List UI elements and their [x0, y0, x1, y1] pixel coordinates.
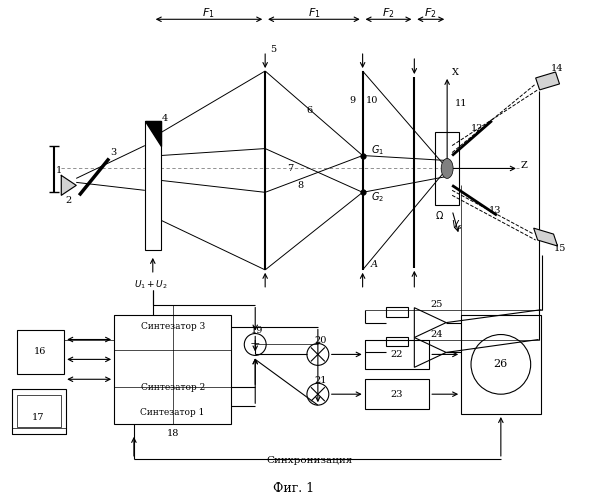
Text: 17: 17: [32, 412, 45, 422]
Text: 15: 15: [553, 244, 565, 252]
Text: X: X: [452, 68, 459, 78]
Text: $F_1$: $F_1$: [307, 6, 320, 20]
Bar: [461, 314, 541, 414]
Text: Синтезатор 2: Синтезатор 2: [141, 382, 205, 392]
Bar: [386, 306, 408, 316]
Text: $F_2$: $F_2$: [424, 6, 436, 20]
Bar: [16, 395, 61, 427]
Text: 11: 11: [455, 100, 467, 108]
Text: 14: 14: [551, 64, 564, 72]
Ellipse shape: [441, 158, 453, 178]
Polygon shape: [145, 120, 161, 146]
Text: $\Omega$: $\Omega$: [435, 209, 444, 221]
Text: 26: 26: [494, 360, 508, 370]
Text: $G_2$: $G_2$: [370, 190, 383, 204]
Text: Синтезатор 1: Синтезатор 1: [141, 408, 205, 416]
Text: $U_1+U_2$: $U_1+U_2$: [134, 278, 168, 291]
Text: 5: 5: [270, 44, 276, 54]
Text: 3: 3: [110, 148, 116, 157]
Text: +: +: [250, 338, 260, 351]
Bar: [365, 380, 429, 409]
Bar: [386, 336, 408, 346]
Text: 18: 18: [167, 430, 179, 438]
Bar: [435, 132, 459, 205]
Text: 13: 13: [489, 206, 501, 214]
Bar: [12, 389, 67, 434]
Text: 24: 24: [430, 330, 442, 339]
Text: 6: 6: [307, 106, 313, 116]
Text: $G_1$: $G_1$: [370, 144, 384, 158]
Text: Фиг. 1: Фиг. 1: [273, 482, 315, 495]
Text: 9: 9: [350, 96, 356, 106]
Text: 2: 2: [65, 196, 71, 205]
Text: 25: 25: [430, 300, 442, 309]
Text: 22: 22: [390, 350, 403, 359]
Text: 4: 4: [161, 114, 168, 123]
Text: $F_1$: $F_1$: [202, 6, 215, 20]
Text: $V_s$: $V_s$: [451, 218, 463, 232]
Polygon shape: [535, 72, 560, 90]
Text: 19: 19: [251, 326, 263, 335]
Text: Синхронизация: Синхронизация: [267, 456, 353, 466]
Text: 10: 10: [365, 96, 378, 106]
Bar: [114, 314, 231, 424]
Text: 7: 7: [287, 164, 293, 173]
Text: 23: 23: [390, 390, 403, 398]
Bar: [145, 120, 161, 250]
Text: 21: 21: [315, 376, 327, 385]
Text: 20: 20: [315, 336, 327, 345]
Bar: [12, 428, 67, 434]
Text: Z: Z: [520, 161, 527, 170]
Text: 16: 16: [34, 347, 47, 356]
Bar: [365, 340, 429, 370]
Text: 1: 1: [56, 166, 62, 175]
Text: 8: 8: [297, 181, 303, 190]
Text: 12: 12: [471, 124, 483, 133]
Text: $F_2$: $F_2$: [382, 6, 395, 20]
Polygon shape: [61, 176, 76, 196]
Polygon shape: [534, 228, 558, 246]
Text: A: A: [371, 260, 378, 270]
Text: Синтезатор 3: Синтезатор 3: [141, 322, 205, 331]
Bar: [16, 330, 64, 374]
